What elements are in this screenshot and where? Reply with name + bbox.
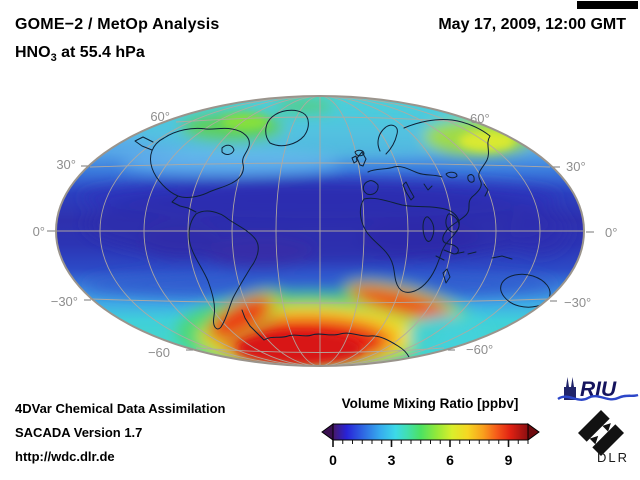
colorbar-title: Volume Mixing Ratio [ppbv] bbox=[341, 396, 519, 411]
latitude-labels: 60° 30° 0° −30° −60 60° 30° 0° −30° −60° bbox=[33, 109, 618, 360]
map-rim bbox=[55, 95, 585, 367]
lat-label-left-60: 60° bbox=[150, 109, 170, 124]
dlr-logo-text: DLR bbox=[597, 450, 629, 465]
graticule bbox=[56, 96, 584, 366]
lat-label-left-30: 30° bbox=[56, 157, 76, 172]
cathedral-icon bbox=[564, 377, 576, 400]
lat-label-left-0: 0° bbox=[33, 224, 45, 239]
colorbar-tick-label-6: 6 bbox=[446, 452, 454, 468]
lat-label-right-30: 30° bbox=[566, 159, 586, 174]
lat-label-right-m30: −30° bbox=[564, 295, 591, 310]
figure-subtitle: HNO3 at 55.4 hPa bbox=[15, 44, 145, 64]
colorbar bbox=[321, 423, 540, 447]
credit-line-assimilation: 4DVar Chemical Data Assimilation bbox=[15, 401, 226, 416]
lat-label-right-0: 0° bbox=[605, 225, 617, 240]
lat-label-left-m60: −60 bbox=[148, 345, 170, 360]
colorbar-tick-label-9: 9 bbox=[504, 452, 513, 468]
lat-label-right-m60: −60° bbox=[466, 342, 493, 357]
lat-label-right-60: 60° bbox=[470, 111, 490, 126]
timestamp: May 17, 2009, 12:00 GMT bbox=[438, 16, 626, 33]
species-label: HNO bbox=[15, 44, 51, 61]
wave-icon bbox=[557, 393, 639, 401]
colorbar-under-arrow bbox=[321, 423, 334, 441]
colorbar-ticks bbox=[332, 440, 529, 447]
dlr-emblem-icon bbox=[578, 410, 624, 456]
riu-logo-text: RIU bbox=[580, 378, 617, 401]
species-subscript: 3 bbox=[50, 52, 57, 65]
credit-line-version: SACADA Version 1.7 bbox=[15, 425, 143, 440]
latitude-ticks bbox=[47, 165, 594, 351]
figure-title: GOME−2 / MetOp Analysis bbox=[15, 16, 220, 33]
colorbar-gradient-bar bbox=[332, 423, 529, 441]
lat-label-left-m30: −30° bbox=[51, 294, 78, 309]
colorbar-tick-label-0: 0 bbox=[329, 452, 337, 468]
world-map: 60° 30° 0° −30° −60 60° 30° 0° −30° −60° bbox=[33, 95, 618, 367]
colorbar-tick-label-3: 3 bbox=[387, 452, 396, 468]
coastlines bbox=[134, 109, 567, 358]
dlr-logo: DLR bbox=[578, 410, 629, 465]
credit-line-url: http://wdc.dlr.de bbox=[15, 449, 115, 464]
animation-progress-bar bbox=[577, 1, 638, 9]
riu-logo: RIU bbox=[557, 377, 639, 401]
pressure-level-label: at 55.4 hPa bbox=[56, 44, 145, 61]
map-field bbox=[56, 96, 584, 366]
colorbar-over-arrow bbox=[527, 423, 540, 441]
